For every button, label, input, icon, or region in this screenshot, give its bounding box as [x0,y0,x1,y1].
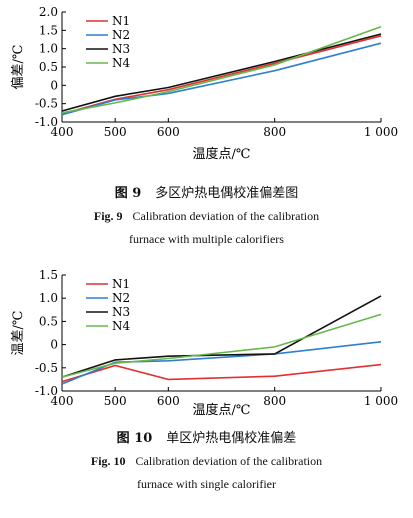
chart1-x-tick-label: 800 [263,394,286,408]
chart1-y-axis-label: 温差/℃ [11,311,26,356]
chart1-legend-label-N4: N4 [112,319,131,333]
chart1-y-tick-label: 1.0 [39,291,58,305]
chart0-x-tick-label: 1 000 [364,125,398,139]
chart0-y-tick-label: 1.5 [39,23,58,37]
chart0-y-tick-label: -0.5 [35,97,58,111]
figure-10-caption-cn: 图 10 单区炉热电偶校准偏差 [0,427,413,446]
figure-10-title-en-1: Calibration deviation of the calibration [135,454,323,468]
chart1-x-tick-label: 1 000 [364,394,398,408]
figure-10-title-en-2: furnace with single calorifier [137,477,276,491]
chart1-x-tick-label: 600 [157,394,180,408]
figure-10-number-en: Fig. 10 [90,454,126,468]
figure-10-title-cn: 单区炉热电偶校准偏差 [166,431,297,446]
chart0-series-line-N4 [61,25,382,114]
figure-10-number-cn: 图 10 [116,431,153,446]
chart0-x-tick-label: 600 [157,125,180,139]
chart1-x-axis-label: 温度点/℃ [193,402,251,418]
figure-9-caption-cn: 图 9 多区炉热电偶校准偏差图 [0,182,413,201]
chart0-y-tick-label: 0 [50,78,58,92]
figure-9-number-cn: 图 9 [114,186,142,201]
chart1-series-line-N3 [61,295,382,378]
chart0-legend-label-N2: N2 [112,28,130,42]
chart-figure-9: -1.0 -0.5 0 0.5 1.0 1.5 2.0 400 500 600 800 1 000 温度… [11,5,398,162]
chart0-y-axis-label: 偏差/℃ [11,45,26,90]
chart0-x-tick-label: 800 [263,125,286,139]
figure-9-caption-en-line1: Fig. 9 Calibration deviation of the calib… [0,205,413,227]
figure-9-title-en-2: furnace with multiple calorifiers [129,232,284,246]
chart0-legend-label-N4: N4 [112,56,131,70]
chart1-x-tick-label: 400 [51,394,74,408]
chart1-legend-label-N1: N1 [112,277,130,291]
chart1-series-line-N1 [61,363,382,383]
chart0-series-line-N2 [61,42,382,116]
chart0-legend-label-N1: N1 [112,14,130,28]
chart0-y-tick-label: -1.0 [35,115,58,129]
chart0-x-tick-label: 400 [51,125,74,139]
chart1-y-tick-label: -1.0 [35,384,58,398]
chart0-y-tick-label: 2.0 [39,5,58,19]
figure-9-number-en: Fig. 9 [93,209,123,223]
figure-10-caption-en-line2: furnace with single calorifier [0,473,413,495]
chart1-y-tick-label: 0.5 [39,314,58,328]
chart1-y-tick-label: 1.5 [39,268,58,282]
chart1-series-line-N4 [61,313,382,378]
chart0-y-tick-label: 0.5 [39,60,58,74]
chart1-legend-label-N3: N3 [112,305,130,319]
chart-figure-10: -1.0 -0.5 0 0.5 1.0 1.5 400 500 600 800 1 000 温度点/℃… [11,268,398,418]
chart0-x-tick-label: 500 [104,125,127,139]
chart0-y-tick-label: 1.0 [39,42,58,56]
chart1-legend-label-N2: N2 [112,291,130,305]
chart0-series-line-N3 [61,33,382,112]
figure-9-title-en-1: Calibration deviation of the calibration [132,209,320,223]
chart1-y-tick-label: -0.5 [35,361,58,375]
chart0-legend-label-N3: N3 [112,42,130,56]
figure-9-caption-en-line2: furnace with multiple calorifiers [0,228,413,250]
chart1-y-tick-label: 0 [50,338,58,352]
chart1-series-line-N2 [61,341,382,385]
chart0-x-axis-label: 温度点/℃ [193,146,251,162]
chart1-x-tick-label: 500 [104,394,127,408]
figure-9-title-cn: 多区炉热电偶校准偏差图 [155,186,299,201]
figure-10-caption-en-line1: Fig. 10 Calibration deviation of the cali… [0,450,413,472]
